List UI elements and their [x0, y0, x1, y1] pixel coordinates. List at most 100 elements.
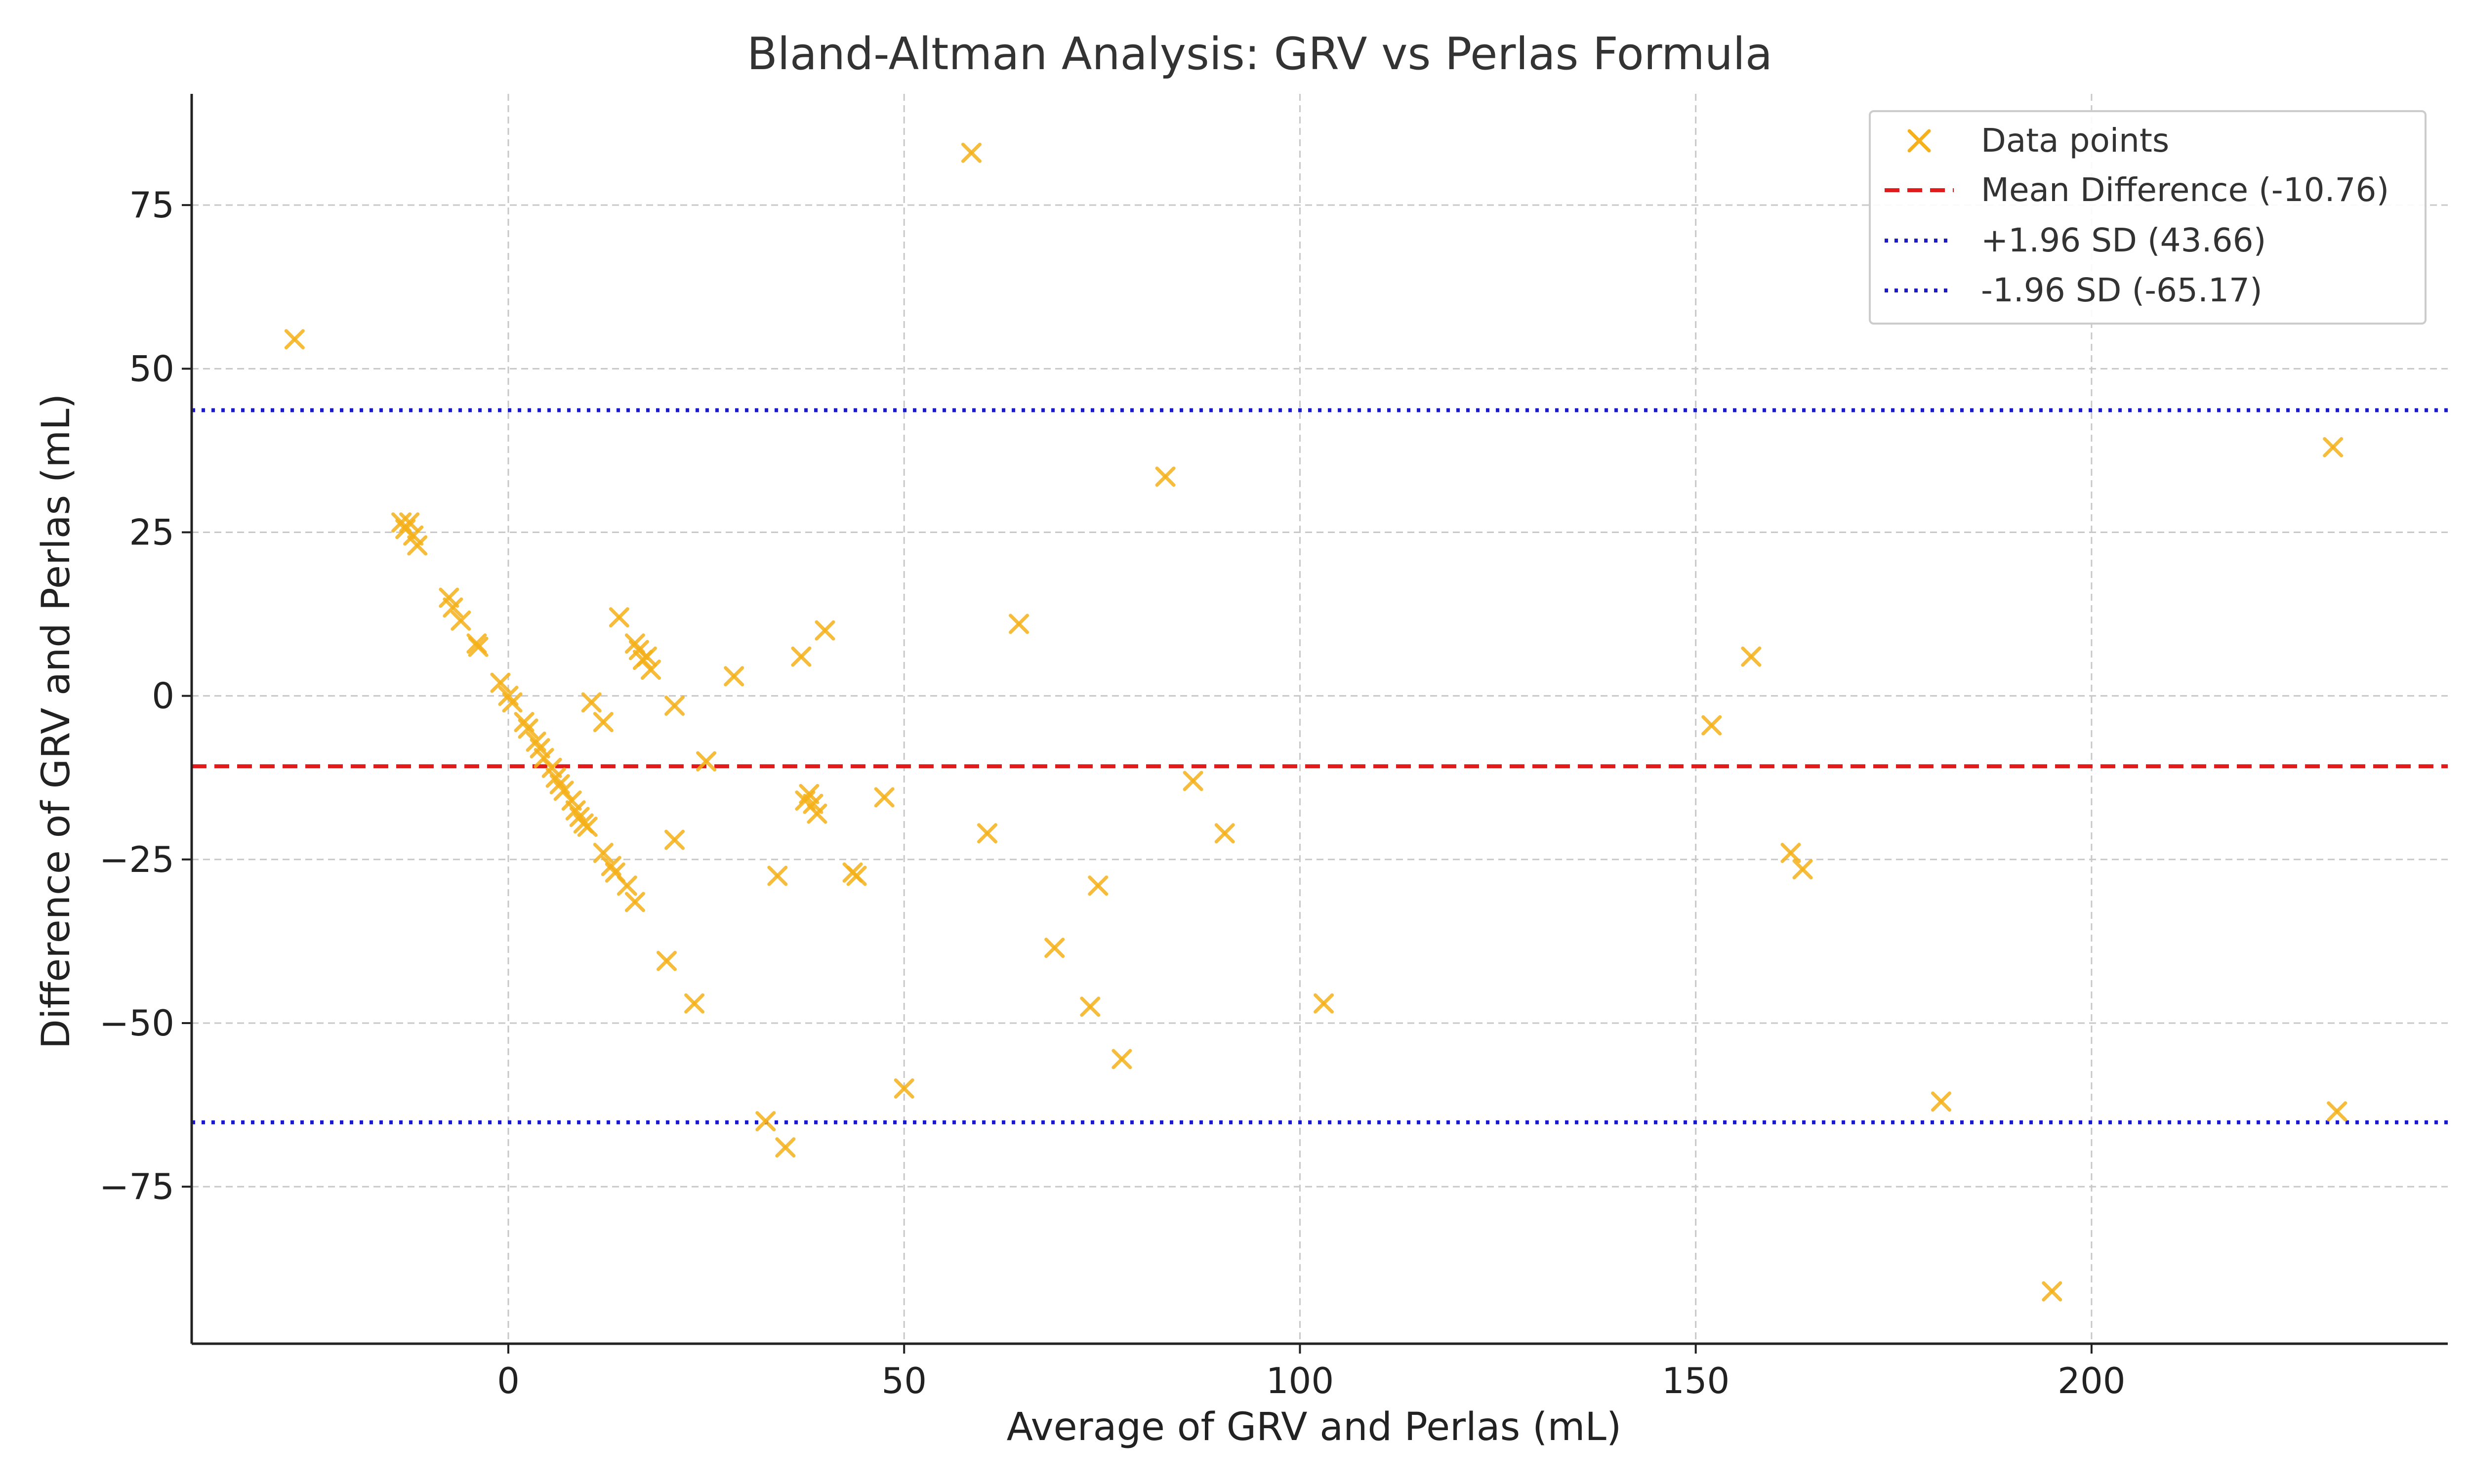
- data-point: [443, 597, 463, 618]
- data-point: [1931, 1091, 1951, 1112]
- data-point-stroke: [605, 862, 625, 883]
- data-points: [284, 142, 2347, 1302]
- data-point-stroke: [526, 731, 546, 752]
- data-point-stroke: [541, 757, 562, 778]
- data-point-stroke: [815, 620, 835, 641]
- data-point-stroke: [1183, 771, 1203, 791]
- data-point: [1780, 843, 1801, 864]
- data-point: [617, 875, 637, 896]
- data-point-stroke: [2323, 437, 2344, 457]
- data-point-stroke: [1701, 715, 1722, 736]
- data-point: [664, 696, 685, 716]
- legend-marker: [1907, 129, 1931, 153]
- data-point: [656, 950, 677, 971]
- data-point: [593, 712, 614, 733]
- legend-item: -1.96 SD (-65.17): [1885, 271, 2263, 309]
- x-tick-label: 0: [497, 1360, 520, 1402]
- chart-title: Bland-Altman Analysis: GRV vs Perlas For…: [747, 28, 1772, 80]
- y-tick-label: 75: [129, 184, 174, 226]
- data-point-stroke: [502, 692, 523, 713]
- data-point: [799, 783, 820, 804]
- data-point-stroke: [518, 718, 538, 739]
- data-point: [530, 738, 550, 759]
- data-point-stroke: [1931, 1091, 1951, 1112]
- data-point-stroke: [1214, 823, 1235, 844]
- data-point: [518, 718, 538, 739]
- data-point: [874, 787, 895, 808]
- data-point: [791, 646, 812, 667]
- data-point: [664, 829, 685, 850]
- data-point-stroke: [755, 1111, 776, 1132]
- data-point: [1088, 875, 1109, 896]
- data-point: [977, 823, 997, 844]
- data-point-stroke: [961, 142, 982, 163]
- data-point: [2323, 437, 2344, 457]
- data-point: [846, 866, 867, 886]
- data-point-stroke: [451, 610, 471, 631]
- data-point-stroke: [565, 800, 586, 821]
- data-point: [767, 866, 788, 886]
- data-point: [502, 692, 523, 713]
- y-tick-label: 25: [129, 511, 174, 553]
- data-point-stroke: [977, 823, 997, 844]
- data-point-stroke: [284, 329, 305, 350]
- data-point: [468, 636, 489, 657]
- data-point-stroke: [1155, 466, 1176, 487]
- data-point-stroke: [724, 666, 744, 687]
- data-point-stroke: [581, 692, 602, 713]
- data-point-stroke: [514, 712, 535, 733]
- data-point: [1701, 715, 1722, 736]
- data-point: [803, 793, 823, 814]
- y-axis-label: Difference of GRV and Perlas (mL): [34, 394, 79, 1049]
- data-point: [593, 843, 614, 864]
- legend-frame: [1869, 110, 2427, 325]
- data-point: [403, 525, 424, 546]
- data-point-stroke: [696, 751, 717, 772]
- tick-labels: 0 50 100 150 200 −75 −50 −25 0 25 50 75: [99, 184, 2126, 1402]
- data-point: [1183, 771, 1203, 791]
- data-point: [1214, 823, 1235, 844]
- data-point: [1792, 859, 1813, 880]
- data-point: [1741, 646, 1762, 667]
- data-point-stroke: [1080, 996, 1101, 1017]
- data-point-stroke: [407, 535, 428, 556]
- y-tick-label: 50: [129, 348, 174, 389]
- y-tick-label: 0: [152, 675, 174, 717]
- data-point-stroke: [593, 843, 614, 864]
- data-point: [577, 817, 598, 837]
- data-point: [724, 666, 744, 687]
- data-point: [807, 803, 827, 824]
- legend-label: Data points: [1981, 122, 2169, 160]
- data-point-stroke: [624, 633, 645, 654]
- data-point: [1044, 938, 1065, 958]
- data-point: [755, 1111, 776, 1132]
- data-point-stroke: [561, 790, 582, 811]
- data-point-stroke: [1741, 646, 1762, 667]
- data-point-stroke: [1780, 843, 1801, 864]
- legend-label: Mean Difference (-10.76): [1981, 171, 2389, 209]
- x-tick-label: 50: [881, 1360, 927, 1402]
- data-point-stroke: [593, 712, 614, 733]
- data-point: [775, 1137, 796, 1158]
- y-tick-label: −75: [99, 1166, 174, 1207]
- data-point-stroke: [391, 512, 412, 533]
- data-point-stroke: [1314, 993, 1334, 1014]
- data-point-stroke: [791, 646, 812, 667]
- data-point: [696, 751, 717, 772]
- data-point-stroke: [1112, 1049, 1132, 1070]
- data-point-stroke: [545, 767, 566, 788]
- data-point-stroke: [664, 829, 685, 850]
- data-point-stroke: [846, 866, 867, 886]
- data-point-stroke: [807, 803, 827, 824]
- data-point-stroke: [443, 597, 463, 618]
- legend-label: +1.96 SD (43.66): [1981, 221, 2266, 259]
- data-point: [640, 660, 661, 680]
- data-point: [451, 610, 471, 631]
- data-point-stroke: [439, 587, 459, 608]
- x-tick-label: 200: [2058, 1360, 2125, 1402]
- data-point-stroke: [490, 672, 511, 693]
- y-tick-label: −25: [99, 839, 174, 880]
- data-point-stroke: [1044, 938, 1065, 958]
